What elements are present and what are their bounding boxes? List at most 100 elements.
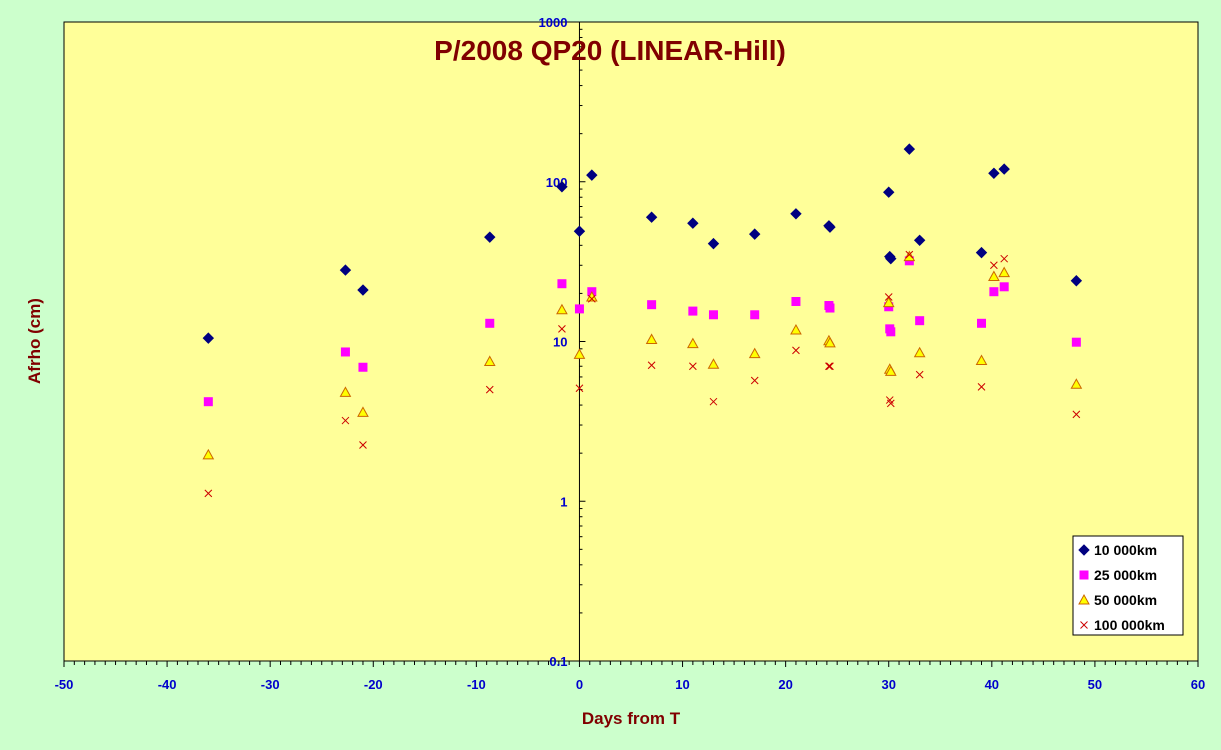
data-point-series-2	[574, 304, 584, 314]
data-point-series-2	[977, 318, 987, 328]
x-tick-label: -10	[467, 677, 486, 692]
data-point-series-4	[792, 346, 800, 355]
data-point-series-3	[687, 337, 699, 349]
data-point-series-1	[749, 228, 761, 240]
x-tick-label: 10	[675, 677, 689, 692]
data-point-series-3	[884, 365, 897, 376]
data-point-series-1	[1070, 275, 1083, 287]
legend-item: 25 000km	[1079, 567, 1157, 583]
data-point-legend-marker	[1078, 544, 1090, 556]
data-point-series-2	[203, 397, 213, 407]
legend-label: 10 000km	[1094, 542, 1157, 558]
series-1	[202, 143, 1083, 344]
data-point-series-3	[573, 348, 586, 359]
data-point-series-1	[998, 163, 1010, 175]
x-tick-labels: -50 -40 -30 -20 -10 0 10 20 30 40 50 60	[55, 677, 1206, 692]
data-point-series-4	[558, 324, 566, 333]
x-tick-label: 20	[778, 677, 792, 692]
data-point-series-1	[885, 252, 897, 265]
data-points	[202, 143, 1083, 498]
data-point-series-2	[340, 347, 350, 357]
data-point-series-2	[557, 279, 567, 289]
x-tick-label: -50	[55, 677, 74, 692]
legend-item: 50 000km	[1078, 592, 1157, 608]
x-tick-label: 40	[985, 677, 999, 692]
data-point-series-3	[748, 347, 761, 359]
plot-area	[63, 21, 1199, 662]
data-point-series-3	[988, 270, 1000, 282]
data-point-series-3	[645, 333, 658, 344]
data-point-series-1	[707, 237, 720, 250]
legend-box	[1072, 535, 1184, 636]
x-tick-label: 0	[576, 677, 583, 692]
legend-label: 50 000km	[1094, 592, 1157, 608]
data-point-series-3	[357, 406, 369, 417]
data-point-series-1	[339, 264, 352, 276]
y-tick-label: 0.1	[549, 654, 567, 669]
data-point-series-4	[341, 416, 350, 425]
x-tick-label: -40	[158, 677, 177, 692]
data-point-series-3	[790, 323, 802, 335]
y-tick-label: 1000	[539, 15, 568, 30]
y-tick-label: 1	[560, 494, 567, 509]
data-point-series-4	[884, 293, 893, 301]
data-point-series-2	[485, 318, 495, 328]
data-point-series-2	[1071, 337, 1081, 347]
x-tick-label: -20	[364, 677, 383, 692]
data-point-series-1	[903, 143, 916, 155]
data-point-series-4	[359, 441, 367, 449]
data-point-series-3	[1070, 378, 1083, 389]
data-point-series-3	[882, 296, 895, 308]
data-point-series-1	[883, 186, 895, 198]
data-point-series-4	[915, 370, 924, 379]
data-point-series-1	[357, 284, 369, 296]
data-point-series-1	[586, 169, 598, 181]
data-point-series-2	[825, 303, 835, 313]
x-tick-label: 30	[881, 677, 895, 692]
y-tick-label: 10	[553, 335, 567, 350]
data-point-series-1	[202, 332, 215, 344]
data-point-series-1	[988, 167, 1000, 179]
data-point-series-2	[647, 300, 657, 310]
data-point-series-3	[824, 336, 836, 348]
data-point-series-2	[886, 327, 896, 337]
series-4	[204, 250, 1081, 498]
data-point-series-3	[202, 448, 215, 460]
data-point-series-1	[687, 217, 699, 229]
x-tick-label: -30	[261, 677, 280, 692]
data-point-series-3	[707, 358, 720, 369]
legend: 10 000km 25 000km 50 000km 100 000km	[1072, 535, 1184, 636]
data-point-series-4	[826, 362, 834, 371]
data-point-legend-marker	[1079, 570, 1089, 580]
legend-item: 10 000km	[1078, 542, 1157, 558]
data-point-series-1	[790, 208, 802, 220]
data-point-legend-marker	[1078, 593, 1090, 605]
data-point-series-2	[750, 310, 760, 320]
data-point-series-3	[339, 386, 352, 397]
data-point-series-1	[645, 211, 658, 223]
data-point-series-3	[903, 250, 916, 262]
data-point-series-3	[913, 346, 926, 358]
x-tick-label: 50	[1088, 677, 1102, 692]
data-point-series-4	[977, 383, 986, 391]
data-point-series-1	[824, 221, 836, 233]
data-point-series-4	[825, 362, 833, 371]
data-point-series-2	[915, 316, 925, 326]
data-point-series-1	[556, 181, 568, 193]
data-point-series-4	[750, 376, 759, 385]
data-point-series-4	[575, 384, 584, 393]
data-point-series-3	[998, 266, 1011, 278]
data-point-series-1	[913, 234, 926, 247]
legend-item: 100 000km	[1080, 617, 1165, 633]
data-point-series-2	[688, 306, 698, 316]
data-point-series-1	[975, 246, 988, 259]
data-point-series-2	[989, 287, 999, 297]
data-point-series-2	[999, 282, 1009, 292]
data-point-series-4	[905, 250, 914, 259]
x-axis-label: Days from T	[582, 709, 681, 728]
x-tick-label: 60	[1191, 677, 1205, 692]
data-point-series-1	[573, 225, 586, 237]
